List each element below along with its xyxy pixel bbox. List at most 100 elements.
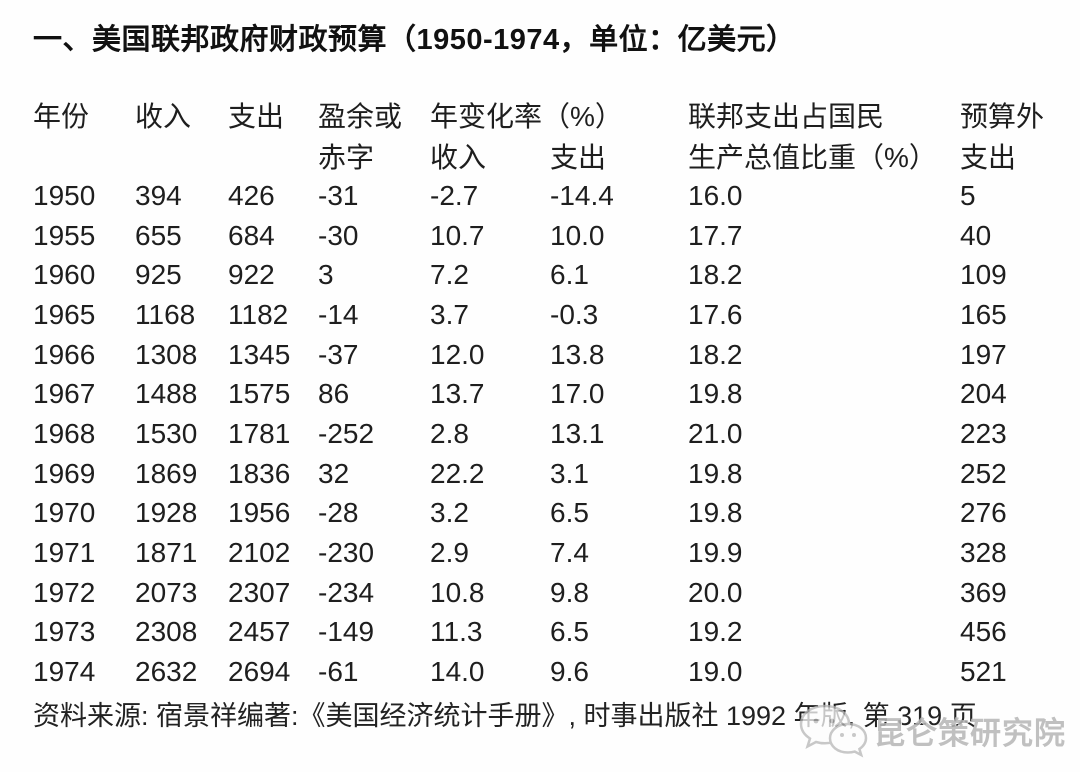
cell-gnp-share: 19.8: [688, 378, 743, 410]
cell-off-budget: 521: [960, 656, 1007, 688]
table-row: 1955 655 684 -30 10.7 10.0 17.7 40: [33, 216, 1080, 256]
cell-year: 1972: [33, 576, 96, 608]
cell-off-budget: 252: [960, 457, 1007, 489]
cell-surplus-deficit: -252: [318, 417, 375, 449]
table-row: 1966 1308 1345 -37 12.0 13.8 18.2 197: [33, 335, 1080, 375]
header-surplus: 盈余或: [318, 100, 403, 132]
cell-off-budget: 328: [960, 537, 1007, 569]
cell-income: 1168: [135, 298, 196, 330]
cell-year: 1974: [33, 656, 96, 688]
table-row: 1970 1928 1956 -28 3.2 6.5 19.8 276: [33, 494, 1080, 534]
cell-change-income: 11.3: [430, 616, 483, 648]
cell-change-expenditure: 17.0: [550, 378, 605, 410]
header-change-rate: 年变化率（%）: [430, 100, 623, 132]
cell-change-income: 2.9: [430, 537, 469, 569]
cell-expenditure: 426: [228, 179, 275, 211]
cell-change-expenditure: 13.8: [550, 338, 605, 370]
cell-change-expenditure: 6.5: [550, 497, 589, 529]
cell-change-income: 13.7: [430, 378, 485, 410]
cell-change-expenditure: -14.4: [550, 179, 614, 211]
source-note: 资料来源: 宿景祥编著:《美国经济统计手册》, 时事出版社 1992 年版, 第…: [33, 701, 977, 731]
cell-change-income: -2.7: [430, 179, 479, 211]
budget-table: 年份 收入 支出 盈余或 年变化率（%） 联邦支出占国民 预算外 赤字 收入 支…: [33, 94, 1080, 692]
table-row: 1974 2632 2694 -61 14.0 9.6 19.0 521: [33, 652, 1080, 692]
table-body: 1950 394 426 -31 -2.7 -14.4 16.0 5 1955 …: [33, 176, 1080, 692]
cell-income: 655: [135, 219, 182, 251]
cell-gnp-share: 19.2: [688, 616, 743, 648]
cell-year: 1966: [33, 338, 96, 370]
table-row: 1960 925 922 3 7.2 6.1 18.2 109: [33, 255, 1080, 295]
table-row: 1973 2308 2457 -149 11.3 6.5 19.2 456: [33, 613, 1080, 653]
cell-gnp-share: 18.2: [688, 259, 743, 291]
cell-surplus-deficit: -234: [318, 576, 375, 608]
cell-off-budget: 276: [960, 497, 1007, 529]
cell-income: 1488: [135, 378, 198, 410]
cell-gnp-share: 17.6: [688, 298, 743, 330]
header-change-income: 收入: [430, 141, 487, 173]
cell-change-income: 7.2: [430, 259, 469, 291]
cell-income: 2073: [135, 576, 198, 608]
cell-year: 1965: [33, 298, 96, 330]
cell-expenditure: 684: [228, 219, 275, 251]
cell-surplus-deficit: 86: [318, 378, 350, 410]
cell-change-income: 2.8: [430, 417, 469, 449]
table-row: 1965 1168 1182 -14 3.7 -0.3 17.6 165: [33, 295, 1080, 335]
cell-expenditure: 2694: [228, 656, 291, 688]
table-header: 年份 收入 支出 盈余或 年变化率（%） 联邦支出占国民 预算外 赤字 收入 支…: [33, 94, 1080, 176]
cell-income: 394: [135, 179, 182, 211]
cell-year: 1960: [33, 259, 96, 291]
table-title: 一、美国联邦政府财政预算（1950-1974，单位：亿美元）: [33, 24, 796, 56]
header-off-budget-2: 支出: [960, 141, 1017, 173]
cell-gnp-share: 19.8: [688, 497, 743, 529]
cell-year: 1970: [33, 497, 96, 529]
cell-change-expenditure: 7.4: [550, 537, 589, 569]
cell-surplus-deficit: -61: [318, 656, 359, 688]
cell-surplus-deficit: -37: [318, 338, 359, 370]
cell-year: 1969: [33, 457, 96, 489]
cell-year: 1955: [33, 219, 96, 251]
cell-expenditure: 1345: [228, 338, 291, 370]
cell-expenditure: 2307: [228, 576, 291, 608]
cell-off-budget: 456: [960, 616, 1007, 648]
header-gnp-share-2: 生产总值比重（%）: [688, 141, 937, 173]
cell-change-expenditure: 6.5: [550, 616, 589, 648]
cell-gnp-share: 21.0: [688, 417, 743, 449]
cell-change-expenditure: 9.6: [550, 656, 589, 688]
cell-change-expenditure: -0.3: [550, 298, 599, 330]
cell-income: 1869: [135, 457, 198, 489]
cell-year: 1950: [33, 179, 96, 211]
cell-expenditure: 1575: [228, 378, 291, 410]
cell-year: 1973: [33, 616, 96, 648]
cell-off-budget: 40: [960, 219, 992, 251]
cell-surplus-deficit: -31: [318, 179, 359, 211]
cell-surplus-deficit: 32: [318, 457, 350, 489]
cell-off-budget: 5: [960, 179, 976, 211]
cell-income: 1530: [135, 417, 198, 449]
table-row: 1969 1869 1836 32 22.2 3.1 19.8 252: [33, 454, 1080, 494]
cell-income: 1928: [135, 497, 198, 529]
cell-change-income: 10.8: [430, 576, 485, 608]
cell-expenditure: 1781: [228, 417, 291, 449]
cell-change-expenditure: 3.1: [550, 457, 589, 489]
cell-off-budget: 165: [960, 298, 1007, 330]
cell-change-income: 3.7: [430, 298, 469, 330]
cell-expenditure: 1182: [228, 298, 289, 330]
cell-income: 925: [135, 259, 182, 291]
cell-off-budget: 197: [960, 338, 1007, 370]
cell-expenditure: 922: [228, 259, 275, 291]
header-expenditure: 支出: [228, 100, 285, 132]
cell-off-budget: 369: [960, 576, 1007, 608]
cell-gnp-share: 17.7: [688, 219, 743, 251]
cell-change-income: 12.0: [430, 338, 485, 370]
cell-expenditure: 2102: [228, 537, 291, 569]
cell-off-budget: 204: [960, 378, 1007, 410]
cell-change-income: 14.0: [430, 656, 485, 688]
cell-off-budget: 109: [960, 259, 1007, 291]
cell-gnp-share: 20.0: [688, 576, 743, 608]
cell-income: 2632: [135, 656, 198, 688]
cell-change-expenditure: 13.1: [550, 417, 605, 449]
header-row-2: 赤字 收入 支出 生产总值比重（%） 支出: [33, 135, 1080, 176]
cell-gnp-share: 16.0: [688, 179, 743, 211]
cell-expenditure: 1956: [228, 497, 291, 529]
cell-expenditure: 2457: [228, 616, 291, 648]
